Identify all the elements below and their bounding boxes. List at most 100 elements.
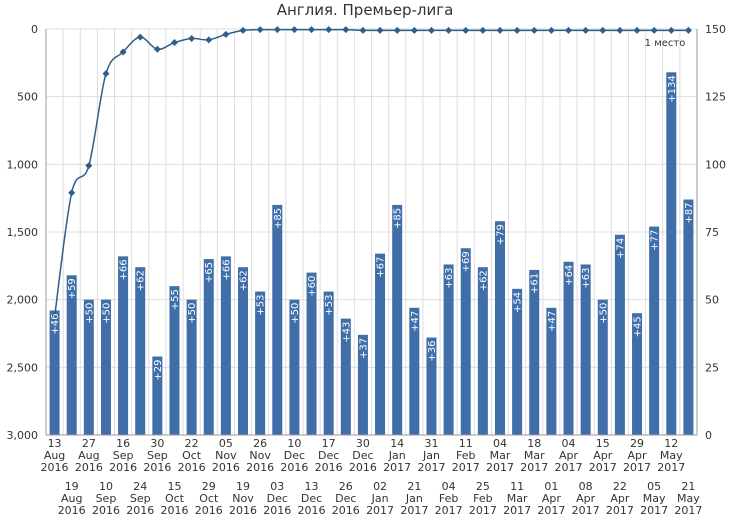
bar [306, 272, 317, 435]
x-label-year: 2016 [280, 461, 308, 474]
x-label-month: Oct [165, 492, 185, 505]
x-label-month: Apr [576, 492, 596, 505]
x-label-month: Dec [352, 449, 373, 462]
x-label-month: Mar [524, 449, 545, 462]
position-marker [650, 26, 658, 34]
bar [409, 307, 420, 435]
bar [135, 267, 146, 435]
bar-label: +50 [84, 303, 95, 324]
bar-label: +74 [615, 238, 626, 259]
x-label-month: Aug [44, 449, 65, 462]
x-label-year: 2016 [75, 461, 103, 474]
position-marker [547, 26, 555, 34]
x-label-day: 10 [99, 480, 113, 493]
x-label-month: Apr [628, 449, 648, 462]
x-label-day: 26 [253, 437, 267, 450]
left-axis-tick: 2,500 [7, 361, 39, 374]
position-marker [667, 26, 675, 34]
x-label-year: 2017 [400, 504, 428, 517]
position-marker [170, 39, 178, 47]
bar [152, 356, 163, 435]
position-marker [205, 36, 213, 44]
x-label-day: 15 [596, 437, 610, 450]
x-label-day: 19 [65, 480, 79, 493]
x-label-year: 2016 [315, 461, 343, 474]
x-label-month: May [660, 449, 683, 462]
x-label-year: 2016 [212, 461, 240, 474]
x-label-day: 25 [476, 480, 490, 493]
position-marker [479, 26, 487, 34]
x-label-year: 2016 [229, 504, 257, 517]
x-label-day: 29 [630, 437, 644, 450]
bar-label: +61 [530, 273, 541, 294]
bar-label: +85 [393, 208, 404, 229]
x-label-year: 2016 [332, 504, 360, 517]
x-label-month: Mar [490, 449, 511, 462]
x-label-year: 2017 [417, 461, 445, 474]
x-label-month: Apr [542, 492, 562, 505]
bar-label: +55 [170, 289, 181, 310]
position-marker [496, 26, 504, 34]
left-axis-tick: 500 [17, 91, 38, 104]
x-label-day: 21 [681, 480, 695, 493]
x-label-day: 22 [185, 437, 199, 450]
left-axis-tick: 0 [31, 23, 38, 36]
x-label-month: Nov [232, 492, 254, 505]
right-axis-tick: 50 [705, 294, 719, 307]
bar [683, 199, 694, 435]
bar [443, 264, 454, 435]
x-label-day: 13 [48, 437, 62, 450]
bar [460, 248, 471, 435]
position-marker [427, 26, 435, 34]
x-label-month: Nov [215, 449, 237, 462]
bar-label: +87 [684, 203, 695, 224]
x-label-year: 2017 [674, 504, 702, 517]
x-label-day: 08 [579, 480, 593, 493]
x-label-year: 2017 [606, 504, 634, 517]
right-axis-tick: 100 [705, 158, 726, 171]
position-marker [239, 26, 247, 34]
x-label-year: 2017 [366, 504, 394, 517]
bar [563, 261, 574, 435]
bar-label: +46 [50, 313, 61, 334]
x-label-year: 2016 [246, 461, 274, 474]
x-label-year: 2016 [195, 504, 223, 517]
x-label-day: 27 [82, 437, 96, 450]
bar [100, 299, 111, 435]
x-label-month: Apr [610, 492, 630, 505]
bar [340, 318, 351, 435]
bar [529, 269, 540, 435]
x-label-day: 22 [613, 480, 627, 493]
right-axis-tick: 0 [705, 429, 712, 442]
left-axis-tick: 1,000 [7, 158, 39, 171]
x-label-month: Aug [78, 449, 99, 462]
bar-label: +66 [221, 259, 232, 280]
bar [255, 291, 266, 435]
position-marker [222, 30, 230, 38]
bar-label: +64 [564, 265, 575, 286]
x-label-month: Sep [96, 492, 117, 505]
x-label-day: 17 [322, 437, 336, 450]
bar-label: +63 [444, 267, 455, 288]
x-label-day: 18 [527, 437, 541, 450]
x-label-year: 2017 [520, 461, 548, 474]
bar-label: +62 [478, 270, 489, 291]
bar [632, 313, 643, 435]
bar-label: +36 [427, 341, 438, 362]
x-label-year: 2017 [486, 461, 514, 474]
position-marker [325, 26, 333, 34]
x-label-day: 30 [356, 437, 370, 450]
x-label-day: 15 [167, 480, 181, 493]
bar [494, 221, 505, 435]
bar [649, 226, 660, 435]
x-label-day: 13 [305, 480, 319, 493]
line-series [51, 26, 692, 321]
position-marker [51, 313, 59, 321]
x-label-day: 12 [664, 437, 678, 450]
x-label-month: Apr [593, 449, 613, 462]
left-axis-tick: 3,000 [7, 429, 39, 442]
bar-label: +47 [410, 311, 421, 332]
position-marker [410, 26, 418, 34]
x-label-day: 03 [270, 480, 284, 493]
bar [169, 286, 180, 435]
